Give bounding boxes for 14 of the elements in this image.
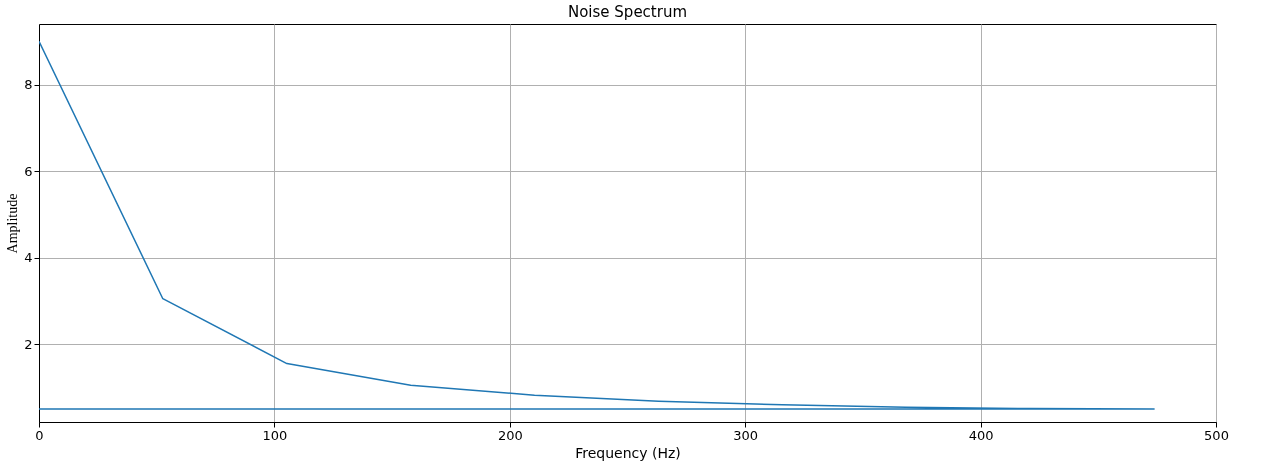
y-axis-title: Amplitude: [5, 193, 21, 254]
y-tick-label: 2: [24, 336, 33, 352]
y-tick-label: 6: [24, 163, 33, 179]
line-series: [39, 40, 1155, 410]
x-tick-label: 200: [497, 427, 523, 443]
x-tick-label: 300: [733, 427, 759, 443]
x-axis-title: Frequency (Hz): [575, 444, 681, 461]
x-tick-label: 100: [262, 427, 288, 443]
x-tick-label: 400: [968, 427, 994, 443]
x-tick-label: 0: [35, 427, 44, 443]
y-tick-label: 4: [24, 250, 33, 266]
chart-title: Noise Spectrum: [567, 3, 688, 21]
x-tick-label: 500: [1204, 427, 1229, 443]
y-tick-label: 8: [24, 77, 33, 93]
